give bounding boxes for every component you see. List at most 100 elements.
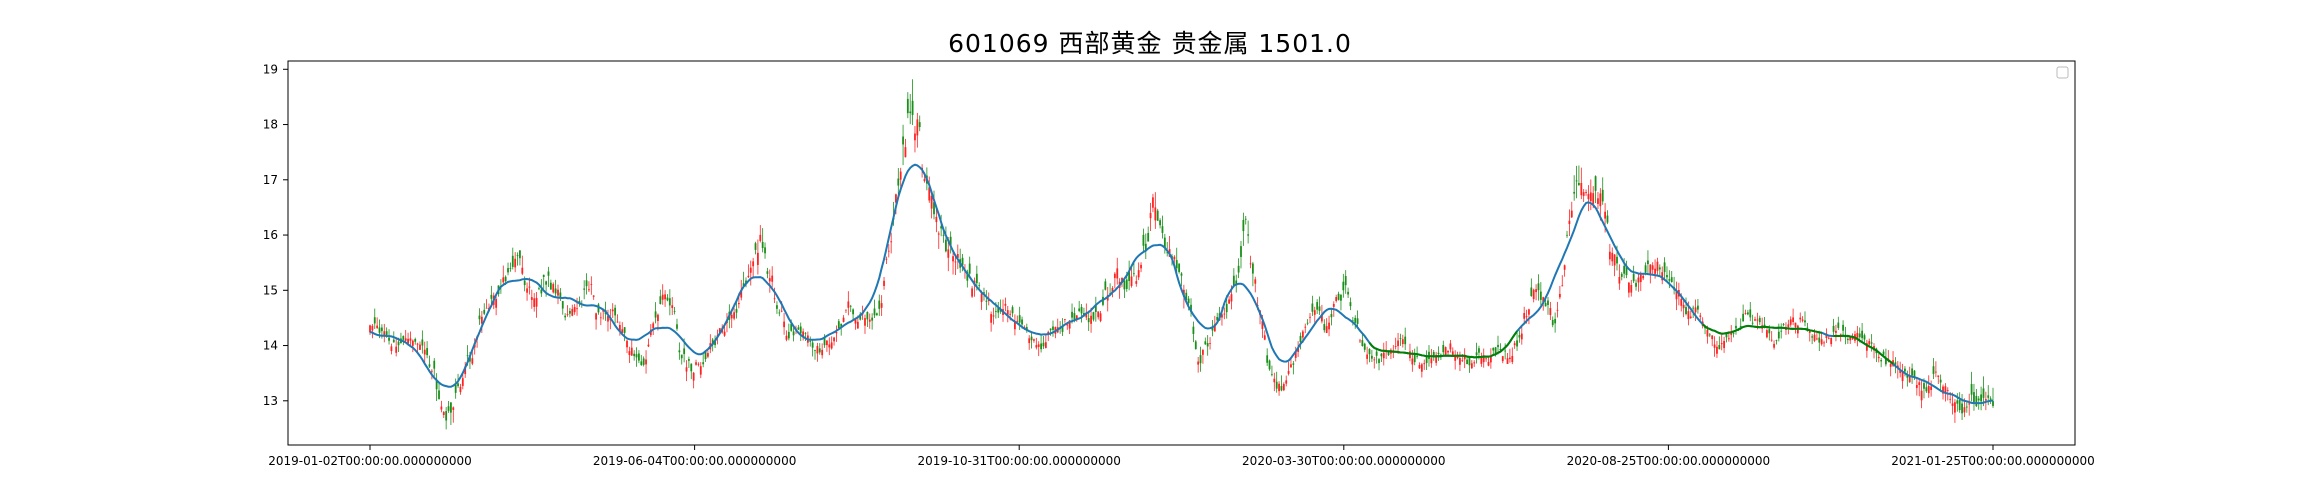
candle-body [711, 339, 714, 346]
candle-body [1332, 303, 1335, 307]
candle-body [647, 344, 650, 347]
candle-body [790, 323, 793, 331]
candle-body [1863, 335, 1866, 340]
candle-body [1499, 349, 1502, 351]
candle-body [395, 346, 398, 353]
candle-body [1885, 358, 1887, 365]
candle-body [828, 344, 831, 348]
candle-body [940, 226, 943, 229]
candle-body [906, 98, 909, 114]
candle-body [1882, 351, 1885, 355]
candle-body [569, 310, 571, 314]
candle-body [1473, 362, 1476, 364]
ma-line-green [1368, 330, 1518, 359]
candle-body [871, 317, 874, 321]
candle-body [428, 364, 431, 367]
candle-body [426, 348, 429, 356]
candle-body [421, 339, 424, 346]
candle-body [918, 122, 921, 128]
candle-body [759, 234, 762, 241]
candle-body [1637, 277, 1640, 283]
candle-body [1113, 273, 1116, 279]
candle-body [514, 258, 517, 268]
candle-body [530, 297, 533, 300]
candle-body [1630, 285, 1633, 293]
candle-body [1347, 291, 1349, 295]
candle-body [680, 354, 683, 359]
candle-body [1489, 356, 1492, 363]
candle-body [757, 252, 759, 265]
candle-body [885, 258, 888, 260]
candle-body [730, 314, 733, 319]
candle-body [1368, 349, 1371, 355]
candle-body [1361, 340, 1364, 346]
candle-body [554, 288, 557, 294]
candle-body [1504, 350, 1507, 352]
candle-body [666, 297, 669, 301]
candle-body [752, 261, 755, 267]
candle-body [552, 284, 555, 293]
candle-body [1965, 406, 1968, 408]
candle-body [1030, 336, 1033, 341]
candle-body [1494, 347, 1497, 354]
candle-body [1354, 317, 1357, 323]
candle-body [1582, 192, 1585, 196]
candle-body [883, 280, 885, 286]
candle-body [671, 305, 674, 309]
candle-body [1713, 344, 1716, 348]
candle-body [942, 234, 945, 236]
candle-body [1149, 212, 1152, 219]
candle-body [1237, 265, 1240, 273]
candle-body [1523, 312, 1526, 319]
candle-body [1547, 300, 1549, 305]
candle-body [1530, 287, 1533, 297]
candle-body [1587, 193, 1590, 200]
candle-body [914, 133, 916, 141]
candle-body [766, 271, 769, 274]
candle-body [1837, 322, 1840, 328]
candle-body [1035, 345, 1038, 348]
candle-body [1820, 339, 1823, 345]
candle-body [947, 249, 950, 258]
candle-body [1301, 331, 1304, 338]
candle-body [799, 326, 802, 334]
candle-body [630, 347, 633, 356]
candle-body [1249, 263, 1252, 265]
candle-body [1111, 288, 1114, 293]
candle-body [535, 297, 538, 307]
candle-body [1613, 254, 1616, 266]
candle-body [811, 342, 814, 348]
candle-body [1639, 274, 1642, 283]
candle-body [1133, 273, 1135, 275]
candle-body [464, 366, 467, 375]
candle-body [764, 247, 766, 254]
candle-body [1342, 281, 1345, 291]
candle-body [830, 342, 833, 349]
candle-body [804, 332, 807, 334]
candle-body [1680, 299, 1683, 306]
candle-body [1066, 324, 1069, 326]
candle-body [1744, 313, 1747, 314]
candle-body [1294, 351, 1297, 358]
candle-body [1351, 320, 1354, 322]
candle-body [1556, 309, 1559, 311]
candle-body [459, 386, 462, 393]
candle-body [1668, 279, 1671, 281]
candle-body [1987, 395, 1990, 398]
candle-body [1509, 357, 1511, 359]
candle-body [1989, 398, 1992, 400]
candle-body [516, 255, 519, 257]
candle-body [371, 325, 374, 331]
candle-body [952, 256, 954, 262]
candle-body [1832, 325, 1835, 332]
candle-body [1306, 322, 1309, 324]
candle-body [780, 310, 783, 312]
candle-body [440, 406, 443, 410]
candle-body [1768, 329, 1771, 334]
candle-body [1842, 324, 1844, 331]
candle-body [1835, 330, 1837, 333]
candle-body [1868, 341, 1871, 345]
candle-body [1775, 340, 1778, 342]
candle-body [1606, 215, 1609, 223]
